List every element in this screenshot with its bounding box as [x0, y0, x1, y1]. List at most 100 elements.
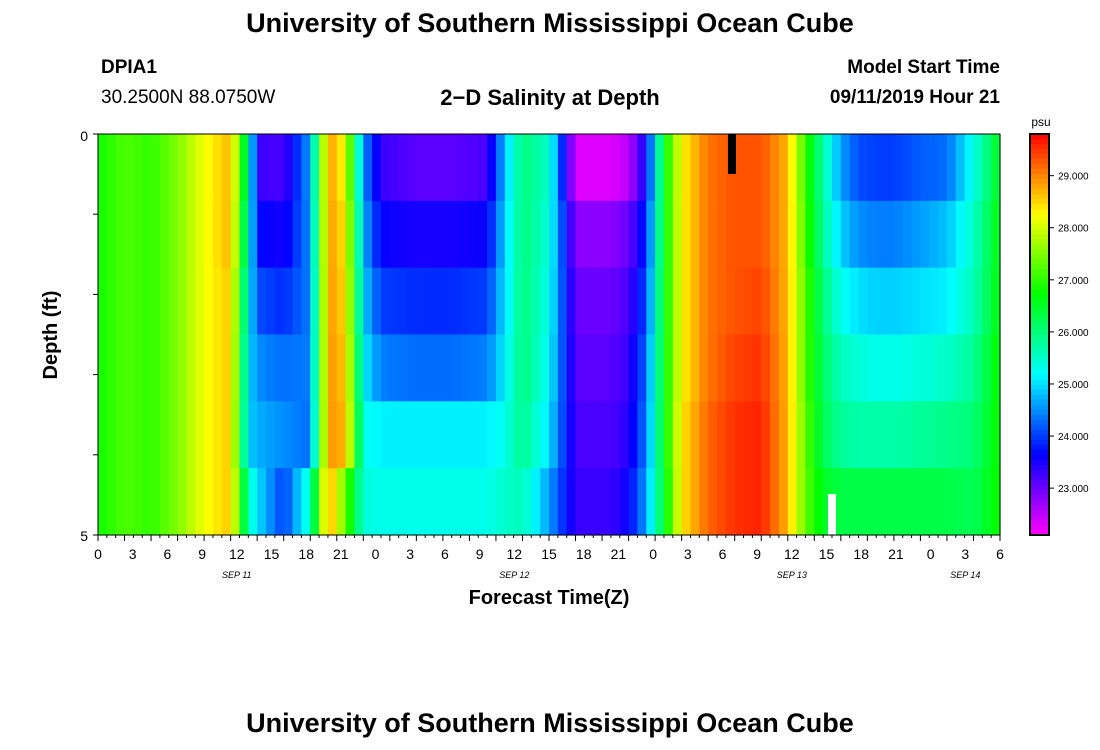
heatmap-cell	[98, 468, 108, 536]
heatmap-cell	[831, 134, 842, 202]
heatmap-cell	[106, 401, 117, 469]
colorbar-swatch	[1030, 434, 1049, 441]
heatmap-cell	[159, 468, 170, 536]
heatmap-cell	[699, 468, 709, 536]
heatmap-cell	[778, 334, 789, 402]
heatmap-cell	[708, 334, 718, 402]
colorbar-swatch	[1030, 419, 1049, 426]
heatmap-cell	[495, 134, 506, 202]
heatmap-cell	[893, 200, 904, 269]
heatmap-cell	[982, 200, 992, 269]
heatmap-cell	[469, 134, 479, 202]
colorbar-swatch	[1030, 199, 1049, 205]
heatmap-cell	[734, 200, 745, 269]
heatmap-cell	[389, 468, 400, 536]
heatmap-cell	[540, 134, 550, 202]
heatmap-cell	[274, 334, 285, 402]
heatmap-cell	[823, 401, 833, 469]
heatmap-cell	[982, 468, 992, 536]
heatmap-cell	[504, 401, 515, 469]
heatmap-cell	[195, 401, 205, 469]
x-tick-label: 6	[996, 546, 1004, 562]
heatmap-cell	[778, 200, 789, 269]
x-axis-label: Forecast Time(Z)	[469, 587, 630, 609]
colorbar-swatch	[1030, 354, 1049, 361]
heatmap-cell	[610, 267, 621, 336]
heatmap-cell	[893, 267, 904, 336]
colorbar-swatch	[1030, 184, 1049, 190]
colorbar-unit: psu	[1031, 115, 1050, 129]
heatmap-cell	[938, 334, 948, 402]
heatmap-cell	[637, 334, 647, 402]
heatmap-cell	[973, 200, 983, 269]
heatmap-cell	[929, 401, 939, 469]
colorbar-swatch	[1030, 474, 1049, 481]
heatmap-cell	[292, 134, 302, 202]
heatmap-cell	[522, 134, 532, 202]
heatmap-cell	[212, 401, 223, 469]
heatmap-cell	[646, 334, 656, 402]
heatmap-cell	[230, 267, 241, 336]
heatmap-cell	[336, 200, 347, 269]
heatmap-cell	[274, 267, 285, 336]
heatmap-cell	[911, 401, 922, 469]
heatmap-cell	[531, 334, 541, 402]
heatmap-cell	[637, 401, 647, 469]
heatmap-cell	[672, 468, 683, 536]
heatmap-cell	[770, 267, 780, 336]
heatmap-cell	[389, 200, 400, 269]
x-tick-label: 9	[476, 546, 484, 562]
colorbar-swatch	[1030, 484, 1049, 491]
heatmap-cell	[902, 134, 913, 202]
heatmap-cell	[646, 134, 656, 202]
heatmap-cell	[460, 401, 471, 469]
heatmap-cell	[363, 134, 373, 202]
colorbar-swatch	[1030, 394, 1049, 401]
heatmap-cell	[982, 134, 992, 202]
heatmap-cell	[204, 401, 214, 469]
colorbar-swatch	[1030, 249, 1049, 255]
missing-data-marker-dark	[728, 134, 736, 174]
heatmap-cell	[991, 334, 1001, 402]
colorbar-swatch	[1030, 134, 1049, 140]
heatmap-cell	[460, 334, 471, 402]
heatmap-cell	[849, 334, 860, 402]
heatmap-cell	[274, 134, 285, 202]
heatmap-cell	[142, 334, 152, 402]
x-tick-label: 0	[372, 546, 380, 562]
heatmap-cell	[434, 334, 444, 402]
heatmap-cell	[743, 134, 753, 202]
colorbar-swatch	[1030, 289, 1049, 295]
heatmap-cell	[849, 134, 860, 202]
heatmap-cells	[98, 134, 1001, 536]
heatmap-cell	[354, 401, 364, 469]
heatmap-cell	[487, 468, 497, 536]
x-tick-label: 0	[927, 546, 935, 562]
heatmap-cell	[292, 267, 302, 336]
heatmap-cell	[778, 134, 789, 202]
heatmap-cell	[106, 468, 117, 536]
heatmap-cell	[540, 267, 550, 336]
colorbar-swatch	[1030, 409, 1049, 416]
heatmap-cell	[858, 267, 868, 336]
heatmap-cell	[752, 468, 762, 536]
heatmap-cell	[327, 134, 338, 202]
heatmap-cell	[619, 267, 630, 336]
heatmap-cell	[920, 401, 930, 469]
heatmap-cell	[195, 334, 205, 402]
heatmap-cell	[761, 468, 771, 536]
heatmap-cell	[920, 134, 930, 202]
colorbar-swatch	[1030, 269, 1049, 275]
heatmap-cell	[557, 134, 568, 202]
heatmap-cell	[725, 334, 736, 402]
heatmap-cell	[487, 401, 497, 469]
heatmap-cell	[566, 401, 577, 469]
heatmap-cell	[814, 267, 824, 336]
heatmap-cell	[938, 401, 948, 469]
heatmap-cell	[540, 334, 550, 402]
heatmap-cell	[549, 134, 559, 202]
heatmap-cell	[372, 134, 382, 202]
heatmap-cell	[257, 334, 267, 402]
heatmap-cell	[239, 200, 249, 269]
colorbar-swatch	[1030, 389, 1049, 396]
